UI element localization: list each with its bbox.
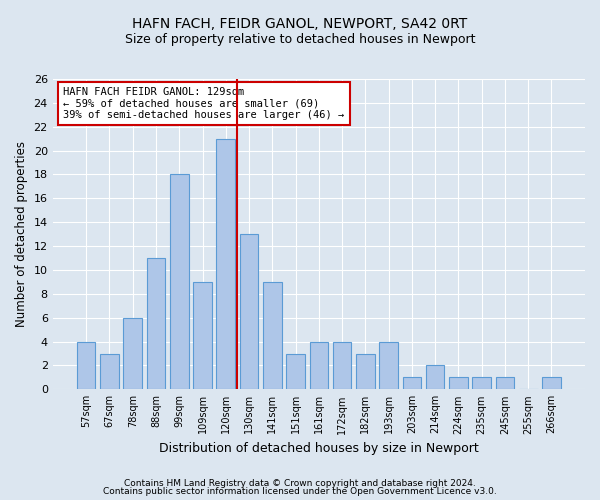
- Bar: [426, 366, 445, 390]
- Text: Contains public sector information licensed under the Open Government Licence v3: Contains public sector information licen…: [103, 487, 497, 496]
- Bar: [124, 318, 142, 390]
- X-axis label: Distribution of detached houses by size in Newport: Distribution of detached houses by size …: [159, 442, 479, 455]
- Bar: [193, 282, 212, 390]
- Text: HAFN FACH, FEIDR GANOL, NEWPORT, SA42 0RT: HAFN FACH, FEIDR GANOL, NEWPORT, SA42 0R…: [133, 18, 467, 32]
- Y-axis label: Number of detached properties: Number of detached properties: [15, 141, 28, 327]
- Bar: [217, 138, 235, 390]
- Bar: [310, 342, 328, 390]
- Bar: [542, 378, 561, 390]
- Bar: [403, 378, 421, 390]
- Bar: [263, 282, 281, 390]
- Bar: [356, 354, 374, 390]
- Text: Size of property relative to detached houses in Newport: Size of property relative to detached ho…: [125, 32, 475, 46]
- Bar: [333, 342, 352, 390]
- Bar: [449, 378, 468, 390]
- Bar: [77, 342, 95, 390]
- Text: Contains HM Land Registry data © Crown copyright and database right 2024.: Contains HM Land Registry data © Crown c…: [124, 478, 476, 488]
- Bar: [286, 354, 305, 390]
- Bar: [100, 354, 119, 390]
- Bar: [240, 234, 259, 390]
- Bar: [146, 258, 165, 390]
- Bar: [379, 342, 398, 390]
- Bar: [496, 378, 514, 390]
- Bar: [170, 174, 188, 390]
- Bar: [472, 378, 491, 390]
- Text: HAFN FACH FEIDR GANOL: 129sqm
← 59% of detached houses are smaller (69)
39% of s: HAFN FACH FEIDR GANOL: 129sqm ← 59% of d…: [64, 87, 344, 120]
